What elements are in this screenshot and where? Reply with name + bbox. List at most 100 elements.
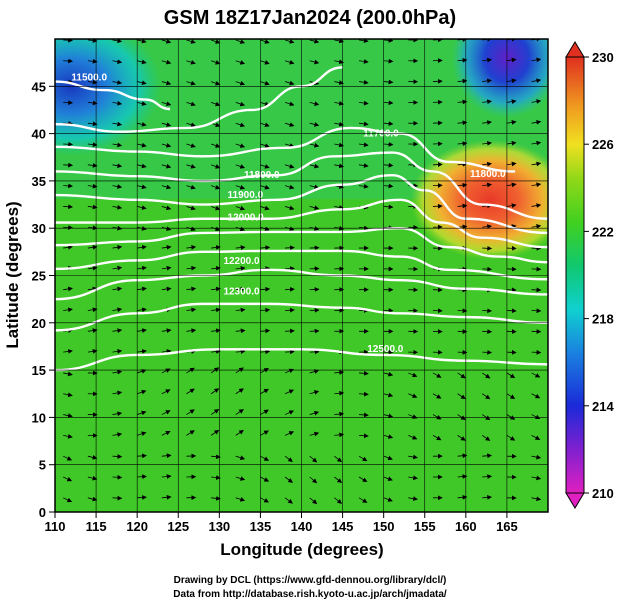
- contour-label: 11700.0: [363, 128, 399, 139]
- colorbar: 210 214 218 222 226 230: [565, 41, 614, 509]
- streamline-arrow: [383, 79, 394, 85]
- streamline-arrow: [408, 454, 418, 460]
- streamline-arrow: [531, 78, 542, 84]
- streamline-arrow: [457, 141, 468, 146]
- streamline-arrow: [358, 39, 369, 44]
- y-tick-label: 45: [32, 79, 46, 94]
- streamline-arrow: [284, 431, 295, 436]
- streamline-arrow: [137, 80, 147, 86]
- streamline-arrow: [260, 328, 271, 334]
- streamline-arrow: [235, 349, 246, 355]
- streamline-arrow: [285, 266, 295, 271]
- streamline-arrow: [309, 163, 320, 169]
- streamline-arrow: [531, 393, 541, 399]
- streamline-arrow: [112, 349, 123, 354]
- streamline-arrow: [235, 80, 246, 86]
- colorbar-tick-label: 222: [592, 224, 614, 239]
- streamline-arrow: [186, 430, 195, 436]
- streamline-arrow: [284, 205, 295, 211]
- streamline-arrow: [284, 59, 295, 65]
- streamline-arrow: [260, 226, 270, 232]
- colorbar-top-arrow: [565, 41, 585, 58]
- streamline-arrow: [137, 59, 147, 65]
- streamline-arrow: [260, 388, 269, 395]
- streamline-arrow: [87, 79, 98, 85]
- streamline-arrow: [284, 476, 293, 483]
- streamline-arrow: [112, 474, 123, 480]
- streamline-arrow: [235, 286, 246, 292]
- y-tick-label: 20: [32, 316, 46, 331]
- x-axis-title: Longitude (degrees): [220, 540, 383, 559]
- streamline-arrow: [235, 184, 246, 190]
- streamline-arrow: [235, 429, 244, 436]
- streamline-arrow: [358, 433, 369, 439]
- streamline-arrow: [112, 142, 123, 148]
- streamline-arrow: [63, 455, 73, 461]
- credit-line-2: Data from http://database.rish.kyoto-u.a…: [173, 589, 447, 600]
- streamline-arrow: [235, 455, 246, 460]
- y-tick-label: 40: [32, 127, 46, 142]
- streamline-arrow: [334, 497, 343, 504]
- streamline-arrow: [260, 80, 270, 86]
- streamline-arrow: [112, 59, 123, 64]
- streamline-arrow: [210, 184, 221, 190]
- streamline-arrow: [235, 226, 246, 232]
- streamline-arrow: [260, 368, 269, 374]
- x-tick-label: 150: [373, 519, 395, 534]
- streamline-arrow: [309, 369, 320, 374]
- streamline-arrow: [285, 286, 295, 292]
- streamline-arrow: [457, 494, 468, 500]
- streamline-arrow: [211, 475, 221, 480]
- streamline-arrow: [235, 307, 246, 313]
- streamline-arrow: [383, 142, 394, 147]
- streamline-arrow: [457, 99, 468, 105]
- streamline-arrow: [285, 328, 295, 334]
- streamline-arrow: [284, 226, 295, 231]
- streamline-arrow: [87, 142, 98, 147]
- x-tick-label: 135: [250, 519, 272, 534]
- streamline-arrow: [457, 435, 466, 441]
- streamline-arrow: [112, 184, 123, 189]
- grid-lines: [55, 39, 548, 512]
- streamline-arrow: [334, 101, 344, 106]
- warm-feature: [410, 139, 548, 260]
- streamline-arrow: [210, 39, 221, 44]
- streamline-arrow: [63, 476, 73, 482]
- streamline-arrow: [482, 182, 492, 188]
- streamline-arrow: [260, 455, 270, 461]
- streamline-arrow: [235, 497, 246, 502]
- streamline-arrow: [531, 182, 542, 188]
- streamline-arrow: [112, 369, 123, 375]
- streamline-arrow: [210, 205, 221, 211]
- streamline-arrow: [408, 475, 418, 481]
- streamline-arrow: [137, 328, 147, 333]
- streamline-arrow: [358, 476, 368, 483]
- streamline-arrow: [137, 431, 147, 437]
- streamline-arrow: [186, 367, 195, 374]
- streamline-arrow: [358, 455, 368, 462]
- streamline-arrow: [284, 39, 295, 44]
- streamline-arrow: [260, 286, 271, 292]
- streamline-arrow: [457, 203, 468, 209]
- streamline-arrow: [309, 142, 320, 148]
- streamline-arrow: [358, 121, 369, 127]
- streamline-arrow: [161, 184, 172, 190]
- x-tick-label: 140: [291, 519, 313, 534]
- streamline-arrow: [531, 454, 542, 460]
- streamline-arrow: [112, 80, 123, 85]
- streamline-arrow: [309, 455, 318, 463]
- streamline-arrow: [284, 163, 295, 169]
- streamline-arrow: [137, 142, 147, 148]
- streamline-arrow: [87, 183, 98, 189]
- streamline-arrow: [211, 349, 221, 354]
- streamline-arrow: [161, 389, 171, 395]
- streamline-arrow: [112, 100, 123, 106]
- streamline-arrow: [334, 476, 343, 484]
- streamline-arrow: [87, 244, 98, 250]
- streamline-arrow: [137, 349, 147, 354]
- streamline-arrow: [260, 245, 271, 251]
- streamline-arrow: [186, 245, 197, 250]
- streamline-arrow: [87, 121, 98, 127]
- streamline-arrow: [161, 143, 172, 148]
- streamline-arrow: [112, 121, 123, 127]
